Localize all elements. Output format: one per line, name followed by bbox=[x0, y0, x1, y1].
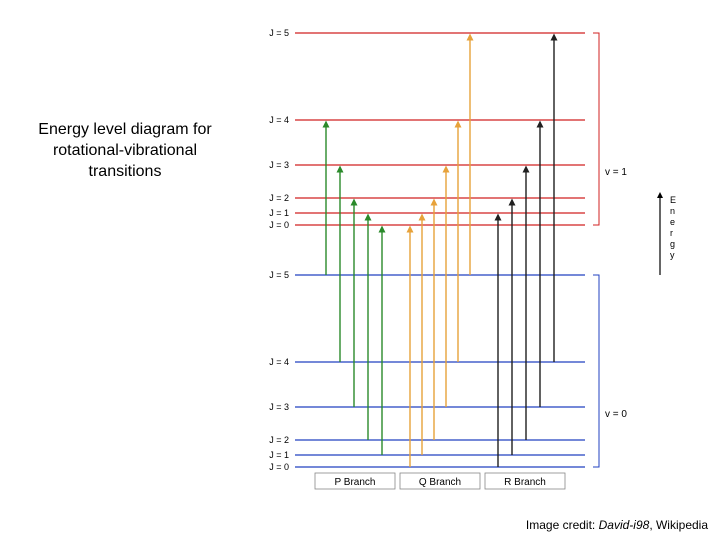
v-state-label: v = 0 bbox=[605, 409, 627, 420]
level-label: J = 2 bbox=[269, 435, 289, 445]
level-label: J = 1 bbox=[269, 208, 289, 218]
energy-axis-label: e bbox=[670, 217, 677, 227]
level-label: J = 4 bbox=[269, 357, 289, 367]
level-label: J = 2 bbox=[269, 193, 289, 203]
level-label: J = 4 bbox=[269, 115, 289, 125]
energy-axis-label: r bbox=[670, 228, 675, 238]
state-bracket bbox=[593, 275, 599, 467]
level-label: J = 5 bbox=[269, 28, 289, 38]
state-bracket bbox=[593, 33, 599, 225]
energy-axis-label: n bbox=[670, 206, 677, 216]
energy-axis-label: E bbox=[670, 195, 678, 205]
energy-axis-label: y bbox=[670, 250, 677, 260]
level-label: J = 1 bbox=[269, 450, 289, 460]
energy-axis-label: g bbox=[670, 239, 677, 249]
branch-label: R Branch bbox=[504, 477, 546, 488]
image-credit: Image credit: David-i98, Wikipedia bbox=[526, 518, 708, 532]
level-label: J = 0 bbox=[269, 220, 289, 230]
level-label: J = 0 bbox=[269, 462, 289, 472]
level-label: J = 5 bbox=[269, 270, 289, 280]
credit-prefix: Image credit: bbox=[526, 518, 599, 532]
level-label: J = 3 bbox=[269, 160, 289, 170]
v-state-label: v = 1 bbox=[605, 167, 627, 178]
credit-suffix: , Wikipedia bbox=[649, 518, 708, 532]
level-label: J = 3 bbox=[269, 402, 289, 412]
branch-label: Q Branch bbox=[419, 477, 461, 488]
credit-source: David-i98 bbox=[599, 518, 650, 532]
energy-level-diagram: J = 5 J = 4 J = 3 J = 2 J = 1 J = 0 J = 5 J = 4… bbox=[0, 0, 720, 540]
branch-label: P Branch bbox=[335, 477, 376, 488]
